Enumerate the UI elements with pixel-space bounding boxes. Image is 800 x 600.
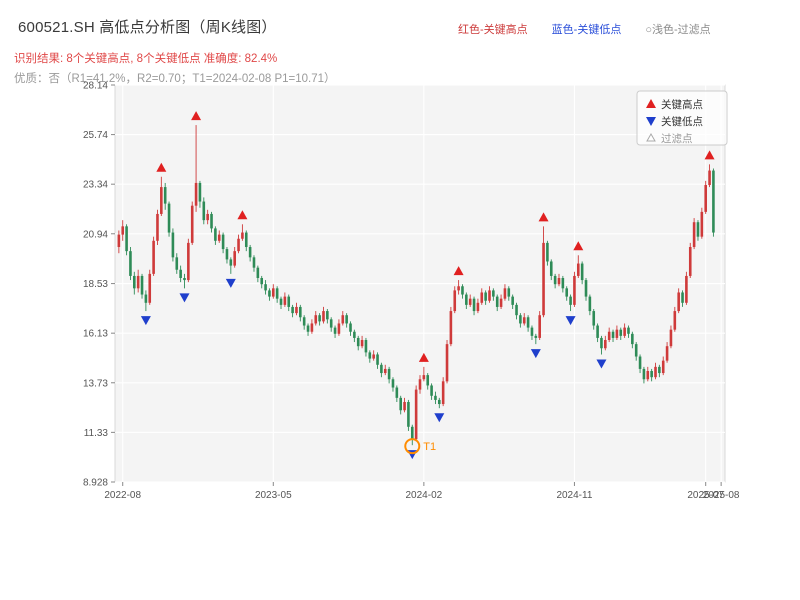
key-high-marker (418, 352, 429, 362)
y-tick-label: 8.928 (83, 478, 108, 489)
key-high-marker (453, 266, 464, 276)
key-low-marker (565, 316, 576, 326)
y-tick-label: 28.14 (83, 81, 108, 92)
legend-triangle-down-icon (646, 117, 656, 126)
legend-triangle-up-icon (646, 99, 656, 108)
top-legend-item: 红色-关键高点 (458, 24, 528, 36)
y-tick-label: 11.33 (84, 428, 109, 439)
x-tick-label: 2025-08 (703, 490, 740, 501)
t1-circle-icon (404, 438, 421, 455)
top-legend: 红色-关键高点 蓝色-关键低点 ○浅色-过滤点 (458, 21, 711, 37)
key-high-marker (191, 111, 202, 121)
y-tick-label: 25.74 (83, 130, 108, 141)
x-tick-label: 2023-05 (255, 490, 292, 501)
key-low-marker (179, 293, 190, 303)
key-low-marker (225, 278, 236, 288)
key-high-marker (704, 150, 715, 160)
quality-metrics-text: 优质：否（R1=41.2%，R2=0.70；T1=2024-02-08 P1=1… (14, 73, 336, 85)
key-high-marker (156, 162, 167, 172)
t1-annotation: T1 (404, 438, 436, 455)
key-high-marker (573, 241, 584, 251)
candles-layer (117, 125, 715, 446)
key-high-marker (538, 212, 549, 222)
y-tick-label: 16.13 (83, 329, 108, 340)
y-tick-label: 18.53 (83, 279, 108, 290)
y-tick-label: 13.73 (83, 378, 108, 389)
x-tick-label: 2022-08 (104, 490, 141, 501)
page-title: 600521.SH 高低点分析图（周K线图） (18, 19, 277, 36)
key-high-markers (156, 111, 715, 362)
y-tick-label: 23.34 (83, 180, 108, 191)
key-low-marker (530, 349, 541, 359)
recognition-result-text: 识别结果: 8个关键高点, 8个关键低点 准确度: 82.4% (14, 53, 278, 65)
key-high-marker (237, 210, 248, 220)
y-axis-labels: 8.928 11.33 13.73 16.13 18.53 20.94 23.34 25.74… (83, 81, 115, 489)
legend-triangle-hollow-icon (646, 132, 656, 142)
key-low-marker (596, 359, 607, 369)
legend-item-label: 过滤点 (661, 132, 693, 145)
x-axis-labels: 2022-08 2023-05 2024-02 2024-11 2025-072025-… (104, 482, 740, 501)
top-legend-item: ○浅色-过滤点 (645, 24, 711, 36)
x-tick-label: 2024-02 (406, 490, 443, 501)
key-low-marker (434, 413, 445, 423)
legend-item-label: 关键低点 (661, 115, 703, 128)
x-tick-label: 2025-07 (687, 490, 724, 501)
key-low-marker (140, 316, 151, 326)
legend-item-label: 关键高点 (661, 98, 703, 111)
x-tick-label: 2024-11 (556, 490, 592, 501)
t1-label: T1 (423, 441, 436, 453)
top-legend-item: 蓝色-关键低点 (551, 24, 622, 36)
y-tick-label: 20.94 (83, 229, 108, 240)
